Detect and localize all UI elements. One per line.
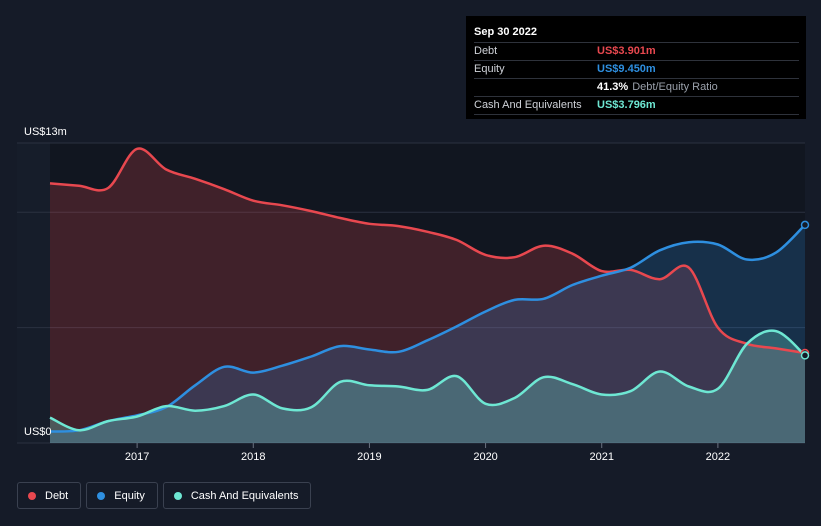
end-markers — [800, 220, 810, 360]
y-axis-bottom-label: US$0 — [24, 426, 52, 438]
legend-item-debt[interactable]: Debt — [17, 482, 82, 509]
tooltip-row-ratio: 41.3% Debt/Equity Ratio — [474, 78, 799, 96]
legend-label-debt: Debt — [45, 489, 69, 502]
tooltip-label-debt: Debt — [474, 45, 498, 57]
legend-dot-equity — [97, 491, 106, 500]
tooltip-row-cash: Cash And Equivalents US$3.796m — [474, 96, 799, 115]
tooltip-value-equity: US$9.450m — [597, 63, 656, 75]
line-equity — [49, 223, 806, 433]
line-debt — [49, 147, 806, 355]
debt-equity-history-chart: 2017 2018 2019 2020 2021 2022 US$13m US$0 — [17, 126, 810, 463]
legend-label-cash: Cash And Equivalents — [190, 489, 299, 502]
y-axis-top-label: US$13m — [24, 126, 67, 138]
legend-dot-cash — [173, 491, 182, 500]
plot-shade — [50, 143, 805, 443]
tooltip-value-debt: US$3.901m — [597, 45, 656, 57]
area-cash — [50, 330, 805, 443]
line-cash — [49, 329, 806, 432]
x-axis-ticks: 2017 2018 2019 2020 2021 2022 — [125, 443, 730, 463]
chart-legend: Debt Equity Cash And Equivalents — [17, 482, 312, 509]
legend-item-cash[interactable]: Cash And Equivalents — [162, 482, 312, 509]
x-tick-label-2017: 2017 — [125, 451, 149, 463]
tooltip-date: Sep 30 2022 — [474, 26, 537, 38]
series-lines — [49, 147, 806, 433]
legend-dot-debt — [28, 491, 36, 500]
tooltip-ratio-caption: Debt/Equity Ratio — [632, 81, 718, 93]
data-tooltip: Sep 30 2022 Debt US$3.901m Equity US$9.4… — [466, 16, 806, 119]
end-marker-cash — [800, 351, 810, 360]
tooltip-row-debt: Debt US$3.901m — [474, 42, 799, 60]
x-tick-label-2019: 2019 — [357, 451, 381, 463]
area-equity — [50, 224, 805, 443]
tooltip-value-cash: US$3.796m — [597, 99, 656, 111]
tooltip-row-equity: Equity US$9.450m — [474, 60, 799, 78]
tooltip-label-cash: Cash And Equivalents — [474, 99, 582, 111]
tooltip-label-equity: Equity — [474, 63, 505, 75]
x-tick-label-2022: 2022 — [706, 451, 730, 463]
tooltip-value-ratio: 41.3% — [597, 81, 629, 93]
end-marker-equity — [800, 220, 810, 230]
grid-lines — [17, 142, 805, 444]
tooltip-label-ratio — [474, 79, 597, 96]
legend-label-equity: Equity — [114, 489, 145, 502]
x-tick-label-2020: 2020 — [473, 451, 497, 463]
x-tick-label-2018: 2018 — [241, 451, 265, 463]
legend-item-equity[interactable]: Equity — [86, 482, 158, 509]
x-tick-label-2021: 2021 — [589, 451, 613, 463]
